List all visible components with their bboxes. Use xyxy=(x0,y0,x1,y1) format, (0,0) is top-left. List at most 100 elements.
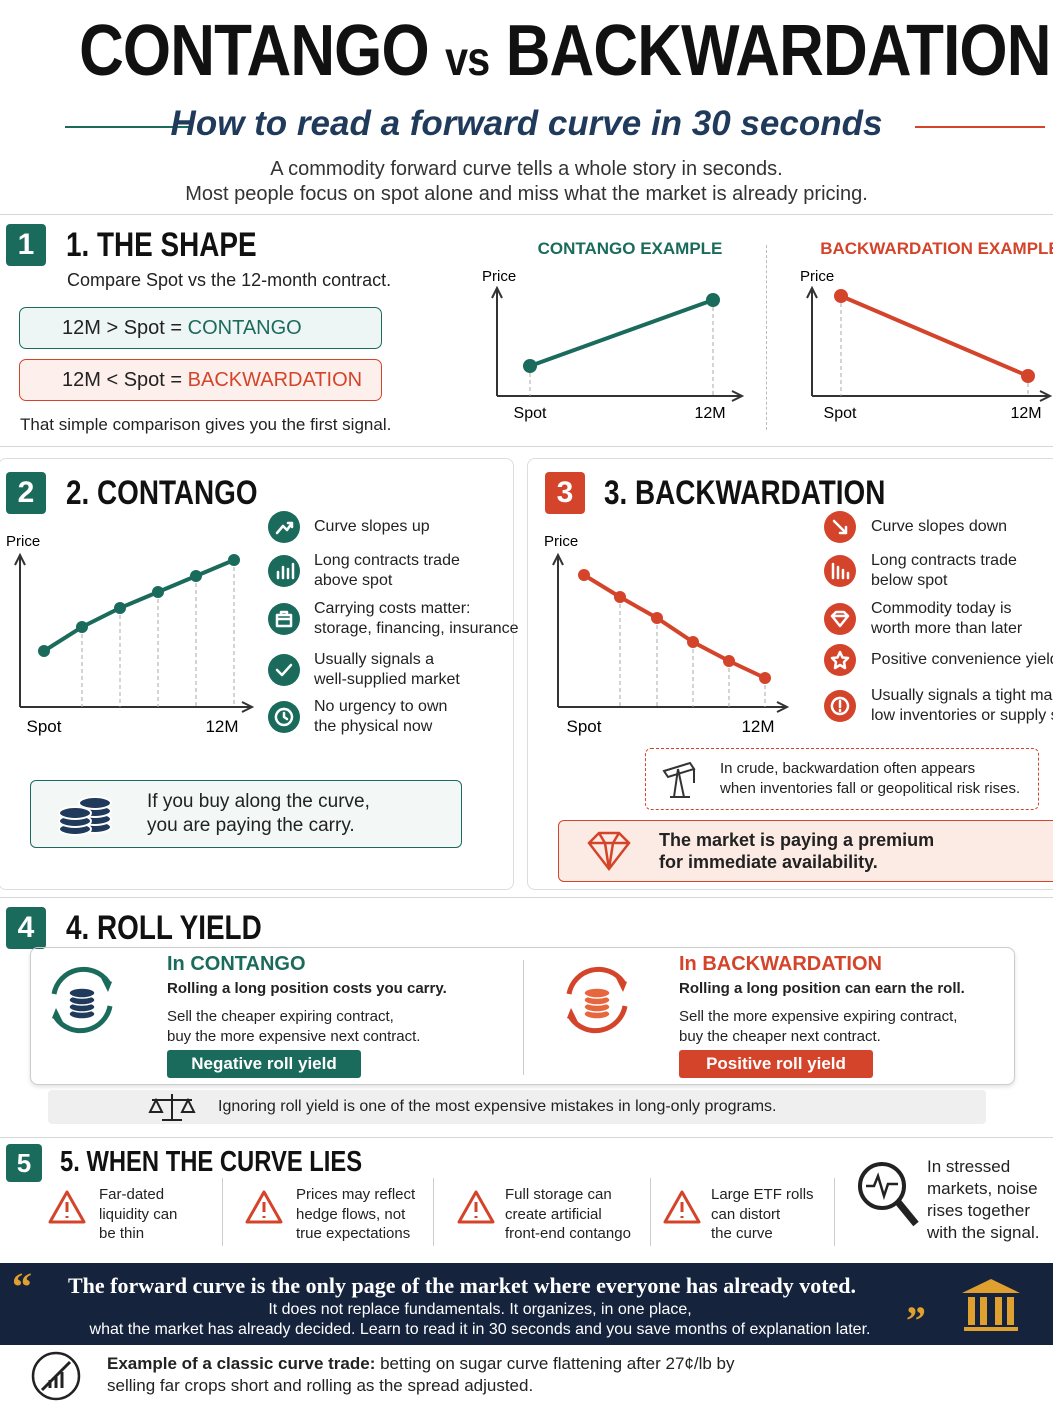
point xyxy=(834,289,848,303)
shape xyxy=(858,1162,906,1210)
x-label: Spot xyxy=(824,405,857,422)
shape xyxy=(76,621,88,633)
shape xyxy=(614,591,626,603)
callout: The market is paying a premium for immedi… xyxy=(558,820,1053,882)
pump-icon xyxy=(662,761,696,798)
contango-example: CONTANGO EXAMPLE Price Spot 12M xyxy=(482,239,745,422)
warning-line: be thin xyxy=(99,1225,145,1242)
shape xyxy=(968,1297,975,1325)
x-label: Spot xyxy=(567,717,602,736)
separator xyxy=(834,1178,835,1246)
point-icon xyxy=(268,511,300,543)
panel-detail: Sell the cheaper expiring contract, buy t… xyxy=(167,1007,420,1047)
axes xyxy=(491,285,745,402)
section-number: 3 xyxy=(545,472,585,514)
note-text: In crude, backwardation often appears whe… xyxy=(720,759,1020,799)
intro: A commodity forward curve tells a whole … xyxy=(0,157,1053,207)
text-line: you are paying the carry. xyxy=(147,815,355,836)
lead: Compare Spot vs the 12-month contract. xyxy=(67,270,392,290)
warning-line: Full storage can xyxy=(505,1186,612,1203)
warning-line: the curve xyxy=(711,1225,773,1242)
rule-result: CONTANGO xyxy=(187,317,302,339)
shape xyxy=(457,1190,495,1224)
x-label: Spot xyxy=(27,717,62,736)
divider xyxy=(0,1137,1053,1138)
text-line: for immediate availability. xyxy=(659,852,878,872)
warning: Far-dated liquidity can be thin xyxy=(99,1185,177,1244)
point-icon xyxy=(268,555,300,587)
footer-text: betting on sugar curve flattening after … xyxy=(380,1354,735,1373)
separator xyxy=(222,1178,223,1246)
point-line: low inventories or supply stress xyxy=(871,707,1053,724)
note: That simple comparison gives you the fir… xyxy=(20,415,392,434)
quote-mark: “ xyxy=(12,1264,32,1309)
point-line: storage, financing, insurance xyxy=(314,620,519,637)
panel-heading: In CONTANGO xyxy=(167,953,306,975)
section-number: 5 xyxy=(6,1144,42,1182)
coins-icon xyxy=(58,796,112,836)
x-label: 12M xyxy=(205,717,238,736)
shape xyxy=(268,654,300,686)
warning-line: front-end contango xyxy=(505,1225,631,1242)
guides xyxy=(619,597,766,707)
shape xyxy=(968,1297,1014,1325)
point-line: Curve slopes down xyxy=(871,518,1008,535)
contango-chart: Price Spot 12M xyxy=(6,533,255,736)
text-line: If you buy along the curve, xyxy=(147,791,370,812)
building-icon xyxy=(962,1279,1020,1331)
x-label: Spot xyxy=(514,405,547,422)
backwardation-example: BACKWARDATION EXAMPLE Price Spot 12M xyxy=(800,239,1053,422)
shape xyxy=(583,987,611,999)
title-right: BACKWARDATION xyxy=(505,11,1052,91)
shape xyxy=(245,1190,283,1224)
warning-line: Large ETF rolls xyxy=(711,1186,814,1203)
shape xyxy=(830,696,850,716)
shape xyxy=(78,796,112,810)
shape xyxy=(578,569,590,581)
shape xyxy=(687,636,699,648)
shape xyxy=(830,610,850,628)
detail-line: buy the more expensive next contract. xyxy=(167,1028,421,1045)
point xyxy=(1021,369,1035,383)
callout-text: If you buy along the curve, you are payin… xyxy=(147,790,370,838)
point-line: Curve slopes up xyxy=(314,518,430,535)
point: Commodity today is worth more than later xyxy=(871,599,1022,639)
section-number: 4 xyxy=(6,907,46,949)
roll-badge: Positive roll yield xyxy=(679,1050,873,1078)
curve xyxy=(42,558,235,653)
point: Long contracts trade below spot xyxy=(871,551,1017,591)
divider xyxy=(0,214,1053,215)
axes xyxy=(14,552,255,713)
shape xyxy=(1007,1297,1014,1325)
warning-bar: Ignoring roll yield is one of the most e… xyxy=(48,1090,986,1124)
shape xyxy=(759,672,771,684)
shape xyxy=(274,707,294,727)
callout: If you buy along the curve, you are payin… xyxy=(30,780,462,848)
point-line: Commodity today is xyxy=(871,600,1012,617)
footer: Example of a classic curve trade: bettin… xyxy=(107,1353,735,1397)
detail-line: buy the cheaper next contract. xyxy=(679,1028,881,1045)
point: Usually signals a well-supplied market xyxy=(314,650,460,690)
section-number: 2 xyxy=(6,472,46,514)
note-box: In crude, backwardation often appears whe… xyxy=(645,748,1039,810)
warning-line: create artificial xyxy=(505,1205,602,1223)
rule-box: 12M > Spot = CONTANGO xyxy=(19,307,382,349)
magnifier-icon xyxy=(858,1162,919,1227)
point: Long contracts trade above spot xyxy=(314,551,460,591)
roll-icon xyxy=(51,966,113,1034)
warning-line: Far-dated xyxy=(99,1186,165,1203)
text-line: when inventories fall or geopolitical ri… xyxy=(720,780,1021,797)
axis-label: Price xyxy=(482,268,516,285)
text-line: In crude, backwardation often appears xyxy=(720,760,976,777)
shape xyxy=(148,1094,196,1121)
contango-card xyxy=(0,458,514,890)
point-icon xyxy=(268,701,300,733)
text-line: rises together xyxy=(927,1201,1030,1220)
example-title: BACKWARDATION EXAMPLE xyxy=(820,239,1053,258)
separator xyxy=(523,960,524,1075)
shape xyxy=(228,554,240,566)
separator xyxy=(766,245,767,430)
shape xyxy=(995,1297,1002,1325)
